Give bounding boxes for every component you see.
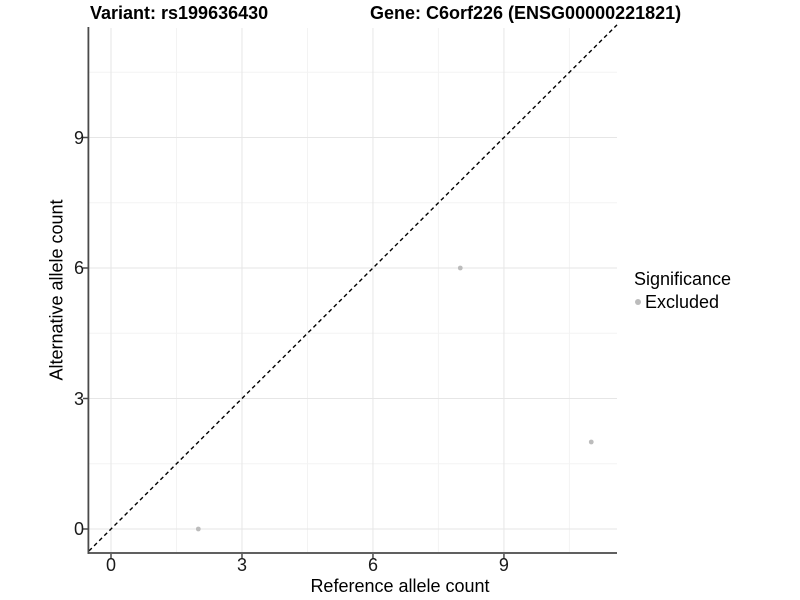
y-axis-title: Alternative allele count [46, 199, 67, 381]
data-point [195, 526, 201, 532]
legend-item-excluded: Excluded [632, 291, 731, 313]
x-tick-label: 3 [236, 555, 247, 575]
y-tick-label: 3 [73, 388, 84, 409]
plot-title-variant: Variant: rs199636430 [90, 3, 269, 23]
y-tick-label: 9 [73, 127, 84, 148]
x-tick-label: 9 [498, 555, 509, 575]
legend: Significance Excluded [632, 268, 731, 313]
identity-line [88, 24, 618, 552]
y-tick-label: 0 [73, 519, 84, 539]
data-point [588, 439, 594, 445]
excluded-point-swatch [635, 299, 641, 305]
legend-item-label: Excluded [645, 292, 720, 312]
y-tick-label: 6 [73, 258, 84, 278]
x-tick-label: 0 [105, 555, 117, 575]
legend-title: Significance [634, 269, 732, 289]
x-tick-label: 6 [367, 555, 378, 575]
plot-title-gene: Gene: C6orf226 (ENSG00000221821) [370, 3, 682, 23]
data-point [457, 265, 463, 271]
x-axis-title: Reference allele count [310, 576, 490, 596]
